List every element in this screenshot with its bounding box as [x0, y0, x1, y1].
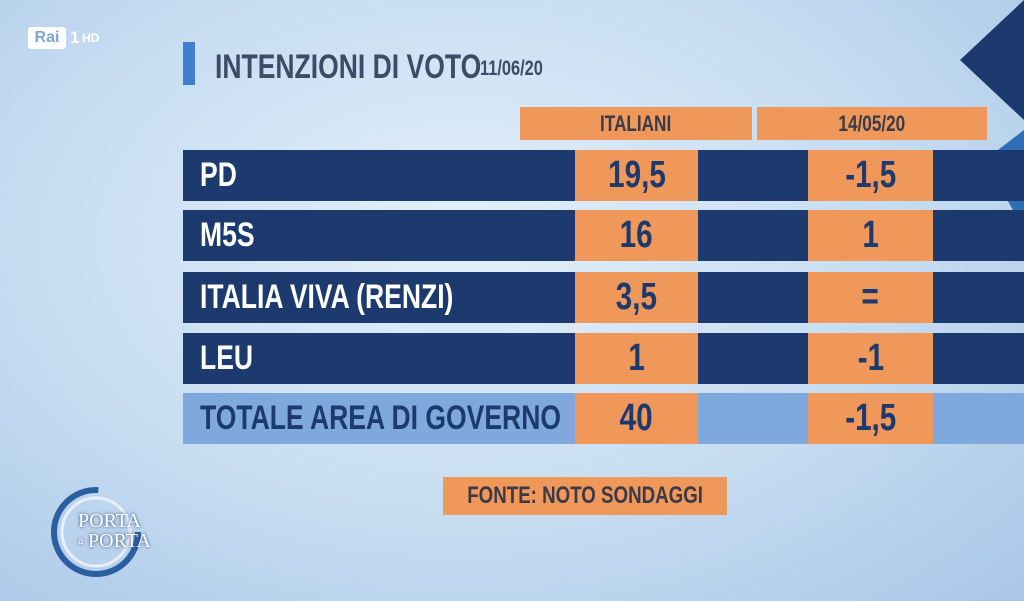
column-header-cell: 14/05/20 — [757, 107, 987, 140]
value-cell: 16 — [575, 210, 698, 261]
value-cell: 19,5 — [575, 150, 698, 201]
column-header: ITALIANI — [600, 110, 672, 136]
row-label: ITALIA VIVA (RENZI) — [200, 278, 454, 316]
rai-brand: Rai — [34, 29, 60, 46]
column-header: 14/05/20 — [838, 110, 906, 136]
value: 3,5 — [615, 276, 658, 318]
value-cell: -1,5 — [808, 150, 933, 201]
value-cell: 1 — [575, 333, 698, 384]
value: -1 — [857, 337, 884, 379]
value-cell: 1 — [808, 210, 933, 261]
value: -1,5 — [844, 154, 897, 196]
value: 40 — [620, 397, 653, 439]
title-accent — [183, 42, 195, 85]
rai-quality: HD — [82, 31, 100, 45]
column-header-cell: ITALIANI — [520, 107, 752, 140]
title: INTENZIONI DI VOTO — [215, 48, 482, 86]
row-label: M5S — [200, 216, 255, 254]
source-box: FONTE: NOTO SONDAGGI — [443, 477, 727, 515]
value: 1 — [862, 214, 879, 256]
value: = — [861, 276, 880, 318]
title-date: 11/06/20 — [480, 57, 543, 80]
show-logo-line1: PORTA — [78, 510, 141, 532]
show-logo-connector: a — [78, 533, 84, 547]
row-label: PD — [200, 156, 237, 194]
value-cell: 3,5 — [575, 272, 698, 323]
row-label: LEU — [200, 339, 254, 377]
rai-channel: 1 — [70, 28, 80, 47]
value: 16 — [620, 214, 653, 256]
decor-shape — [960, 0, 1024, 120]
value-cell: 40 — [575, 393, 698, 444]
value-cell: -1 — [808, 333, 933, 384]
value-cell: -1,5 — [808, 393, 933, 444]
source: FONTE: NOTO SONDAGGI — [467, 482, 703, 509]
value-cell: = — [808, 272, 933, 323]
rai-badge: Rai — [28, 27, 66, 49]
show-logo-line2: PORTA — [88, 530, 151, 552]
logo-ring — [51, 487, 141, 577]
value: 1 — [628, 337, 645, 379]
value: 19,5 — [607, 154, 666, 196]
logo-ring — [60, 496, 132, 568]
row-label: TOTALE AREA DI GOVERNO — [200, 399, 561, 437]
value: -1,5 — [844, 397, 897, 439]
